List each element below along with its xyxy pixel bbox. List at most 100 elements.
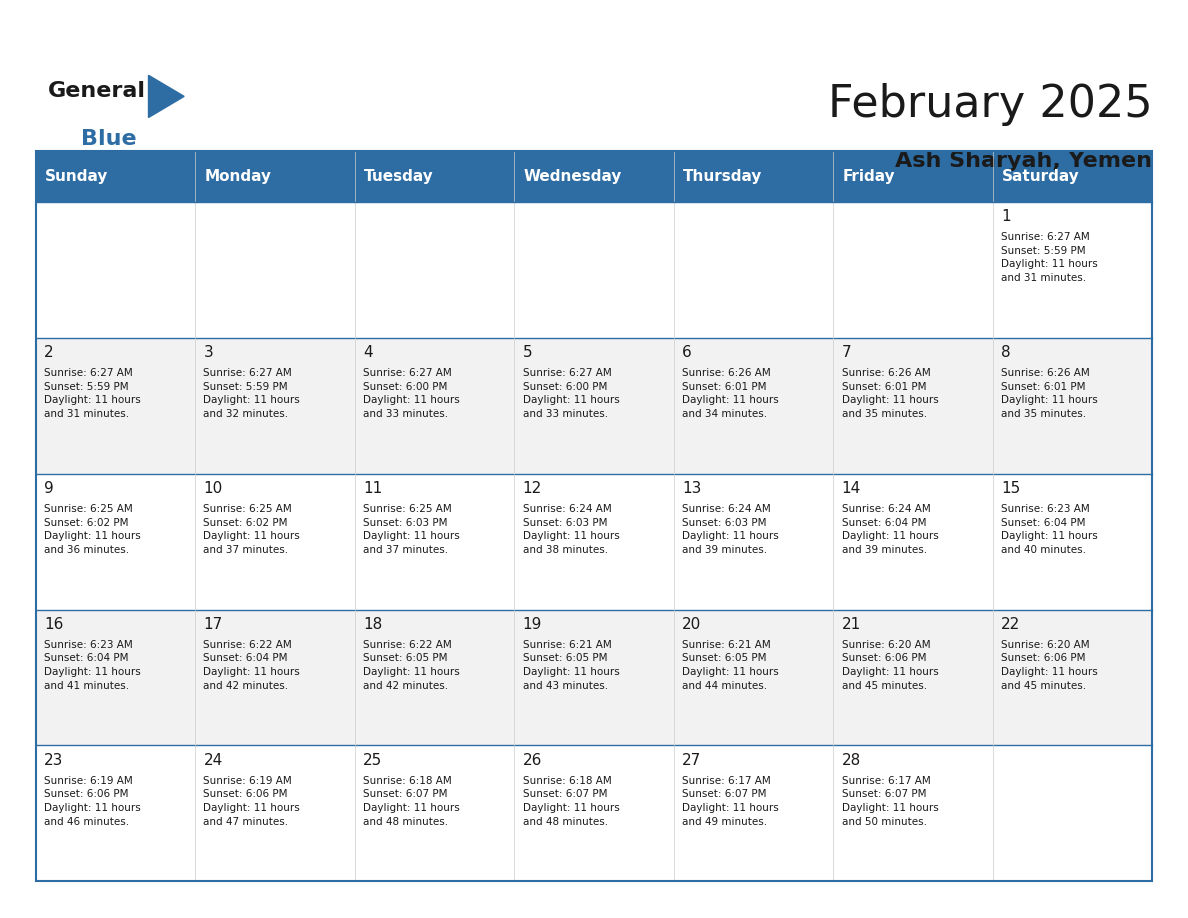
- Bar: [674, 745, 833, 881]
- Bar: [195, 151, 355, 202]
- Text: 20: 20: [682, 617, 701, 632]
- Text: 7: 7: [841, 345, 852, 360]
- Text: Wednesday: Wednesday: [524, 169, 623, 185]
- Text: Sunrise: 6:24 AM
Sunset: 6:03 PM
Daylight: 11 hours
and 39 minutes.: Sunrise: 6:24 AM Sunset: 6:03 PM Dayligh…: [682, 504, 779, 554]
- Text: 15: 15: [1001, 481, 1020, 496]
- Text: Sunrise: 6:23 AM
Sunset: 6:04 PM
Daylight: 11 hours
and 41 minutes.: Sunrise: 6:23 AM Sunset: 6:04 PM Dayligh…: [44, 640, 140, 690]
- Bar: [36, 610, 195, 745]
- Text: 13: 13: [682, 481, 701, 496]
- Text: Sunrise: 6:19 AM
Sunset: 6:06 PM
Daylight: 11 hours
and 46 minutes.: Sunrise: 6:19 AM Sunset: 6:06 PM Dayligh…: [44, 776, 140, 826]
- Text: 25: 25: [364, 753, 383, 767]
- Text: Sunrise: 6:26 AM
Sunset: 6:01 PM
Daylight: 11 hours
and 35 minutes.: Sunrise: 6:26 AM Sunset: 6:01 PM Dayligh…: [1001, 368, 1098, 419]
- Bar: [36, 745, 195, 881]
- Bar: [514, 745, 674, 881]
- Text: Sunrise: 6:26 AM
Sunset: 6:01 PM
Daylight: 11 hours
and 35 minutes.: Sunrise: 6:26 AM Sunset: 6:01 PM Dayligh…: [841, 368, 939, 419]
- Text: 9: 9: [44, 481, 53, 496]
- Text: Sunrise: 6:19 AM
Sunset: 6:06 PM
Daylight: 11 hours
and 47 minutes.: Sunrise: 6:19 AM Sunset: 6:06 PM Dayligh…: [203, 776, 301, 826]
- Text: Sunrise: 6:27 AM
Sunset: 5:59 PM
Daylight: 11 hours
and 31 minutes.: Sunrise: 6:27 AM Sunset: 5:59 PM Dayligh…: [44, 368, 140, 419]
- Text: Sunrise: 6:26 AM
Sunset: 6:01 PM
Daylight: 11 hours
and 34 minutes.: Sunrise: 6:26 AM Sunset: 6:01 PM Dayligh…: [682, 368, 779, 419]
- Bar: [355, 202, 514, 338]
- Text: 4: 4: [364, 345, 373, 360]
- Bar: [195, 338, 355, 474]
- Text: February 2025: February 2025: [828, 83, 1152, 126]
- Text: Sunrise: 6:27 AM
Sunset: 5:59 PM
Daylight: 11 hours
and 32 minutes.: Sunrise: 6:27 AM Sunset: 5:59 PM Dayligh…: [203, 368, 301, 419]
- Text: 2: 2: [44, 345, 53, 360]
- Bar: [674, 338, 833, 474]
- Bar: [833, 338, 993, 474]
- Bar: [514, 338, 674, 474]
- Text: Sunrise: 6:20 AM
Sunset: 6:06 PM
Daylight: 11 hours
and 45 minutes.: Sunrise: 6:20 AM Sunset: 6:06 PM Dayligh…: [1001, 640, 1098, 690]
- Text: Sunrise: 6:27 AM
Sunset: 5:59 PM
Daylight: 11 hours
and 31 minutes.: Sunrise: 6:27 AM Sunset: 5:59 PM Dayligh…: [1001, 232, 1098, 283]
- Text: 5: 5: [523, 345, 532, 360]
- Bar: [833, 474, 993, 610]
- Bar: [674, 610, 833, 745]
- Text: Monday: Monday: [204, 169, 272, 185]
- Text: Sunrise: 6:21 AM
Sunset: 6:05 PM
Daylight: 11 hours
and 44 minutes.: Sunrise: 6:21 AM Sunset: 6:05 PM Dayligh…: [682, 640, 779, 690]
- Text: 21: 21: [841, 617, 861, 632]
- Bar: [514, 610, 674, 745]
- Bar: [355, 610, 514, 745]
- Text: Thursday: Thursday: [683, 169, 763, 185]
- Bar: [36, 151, 195, 202]
- Text: Sunrise: 6:22 AM
Sunset: 6:05 PM
Daylight: 11 hours
and 42 minutes.: Sunrise: 6:22 AM Sunset: 6:05 PM Dayligh…: [364, 640, 460, 690]
- Text: Sunrise: 6:24 AM
Sunset: 6:03 PM
Daylight: 11 hours
and 38 minutes.: Sunrise: 6:24 AM Sunset: 6:03 PM Dayligh…: [523, 504, 619, 554]
- Bar: [993, 338, 1152, 474]
- Text: Tuesday: Tuesday: [365, 169, 434, 185]
- Bar: [355, 745, 514, 881]
- Text: 6: 6: [682, 345, 691, 360]
- Text: Sunrise: 6:20 AM
Sunset: 6:06 PM
Daylight: 11 hours
and 45 minutes.: Sunrise: 6:20 AM Sunset: 6:06 PM Dayligh…: [841, 640, 939, 690]
- Text: 23: 23: [44, 753, 63, 767]
- Text: Sunrise: 6:17 AM
Sunset: 6:07 PM
Daylight: 11 hours
and 49 minutes.: Sunrise: 6:17 AM Sunset: 6:07 PM Dayligh…: [682, 776, 779, 826]
- Polygon shape: [148, 75, 184, 118]
- Text: 16: 16: [44, 617, 63, 632]
- Bar: [993, 151, 1152, 202]
- Text: 19: 19: [523, 617, 542, 632]
- Text: 22: 22: [1001, 617, 1020, 632]
- Bar: [195, 474, 355, 610]
- Bar: [355, 474, 514, 610]
- Text: 27: 27: [682, 753, 701, 767]
- Bar: [514, 474, 674, 610]
- Text: 8: 8: [1001, 345, 1011, 360]
- Text: Sunrise: 6:25 AM
Sunset: 6:02 PM
Daylight: 11 hours
and 37 minutes.: Sunrise: 6:25 AM Sunset: 6:02 PM Dayligh…: [203, 504, 301, 554]
- Text: Friday: Friday: [842, 169, 896, 185]
- Bar: [993, 610, 1152, 745]
- Text: 1: 1: [1001, 209, 1011, 224]
- Bar: [355, 151, 514, 202]
- Bar: [36, 202, 195, 338]
- Text: Sunrise: 6:27 AM
Sunset: 6:00 PM
Daylight: 11 hours
and 33 minutes.: Sunrise: 6:27 AM Sunset: 6:00 PM Dayligh…: [523, 368, 619, 419]
- Text: Sunrise: 6:27 AM
Sunset: 6:00 PM
Daylight: 11 hours
and 33 minutes.: Sunrise: 6:27 AM Sunset: 6:00 PM Dayligh…: [364, 368, 460, 419]
- Text: 17: 17: [203, 617, 222, 632]
- Bar: [833, 745, 993, 881]
- Text: Sunrise: 6:25 AM
Sunset: 6:02 PM
Daylight: 11 hours
and 36 minutes.: Sunrise: 6:25 AM Sunset: 6:02 PM Dayligh…: [44, 504, 140, 554]
- Text: 3: 3: [203, 345, 213, 360]
- Text: Sunrise: 6:24 AM
Sunset: 6:04 PM
Daylight: 11 hours
and 39 minutes.: Sunrise: 6:24 AM Sunset: 6:04 PM Dayligh…: [841, 504, 939, 554]
- Bar: [833, 610, 993, 745]
- Text: Sunrise: 6:25 AM
Sunset: 6:03 PM
Daylight: 11 hours
and 37 minutes.: Sunrise: 6:25 AM Sunset: 6:03 PM Dayligh…: [364, 504, 460, 554]
- Text: 12: 12: [523, 481, 542, 496]
- Text: General: General: [48, 81, 145, 101]
- Bar: [674, 474, 833, 610]
- Text: Sunday: Sunday: [45, 169, 108, 185]
- Bar: [993, 202, 1152, 338]
- Text: 14: 14: [841, 481, 861, 496]
- Bar: [514, 151, 674, 202]
- Text: 11: 11: [364, 481, 383, 496]
- Bar: [993, 474, 1152, 610]
- Bar: [195, 202, 355, 338]
- Bar: [36, 338, 195, 474]
- Text: Saturday: Saturday: [1003, 169, 1080, 185]
- Bar: [195, 610, 355, 745]
- Text: Sunrise: 6:18 AM
Sunset: 6:07 PM
Daylight: 11 hours
and 48 minutes.: Sunrise: 6:18 AM Sunset: 6:07 PM Dayligh…: [523, 776, 619, 826]
- Bar: [36, 151, 1152, 881]
- Text: 24: 24: [203, 753, 222, 767]
- Text: Sunrise: 6:18 AM
Sunset: 6:07 PM
Daylight: 11 hours
and 48 minutes.: Sunrise: 6:18 AM Sunset: 6:07 PM Dayligh…: [364, 776, 460, 826]
- Text: 18: 18: [364, 617, 383, 632]
- Bar: [833, 151, 993, 202]
- Bar: [36, 474, 195, 610]
- Bar: [674, 202, 833, 338]
- Text: Sunrise: 6:22 AM
Sunset: 6:04 PM
Daylight: 11 hours
and 42 minutes.: Sunrise: 6:22 AM Sunset: 6:04 PM Dayligh…: [203, 640, 301, 690]
- Bar: [514, 202, 674, 338]
- Text: 10: 10: [203, 481, 222, 496]
- Bar: [674, 151, 833, 202]
